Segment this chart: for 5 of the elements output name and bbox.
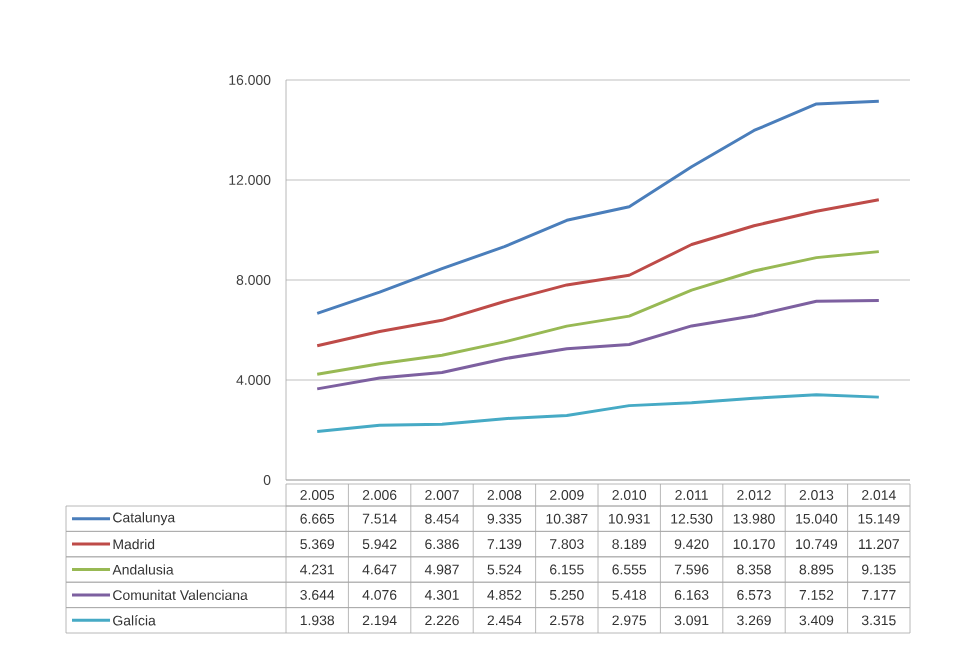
line-series <box>315 393 881 434</box>
line-series <box>315 99 881 315</box>
line-series <box>315 299 881 391</box>
line-series <box>315 250 881 376</box>
line-series <box>315 198 881 348</box>
